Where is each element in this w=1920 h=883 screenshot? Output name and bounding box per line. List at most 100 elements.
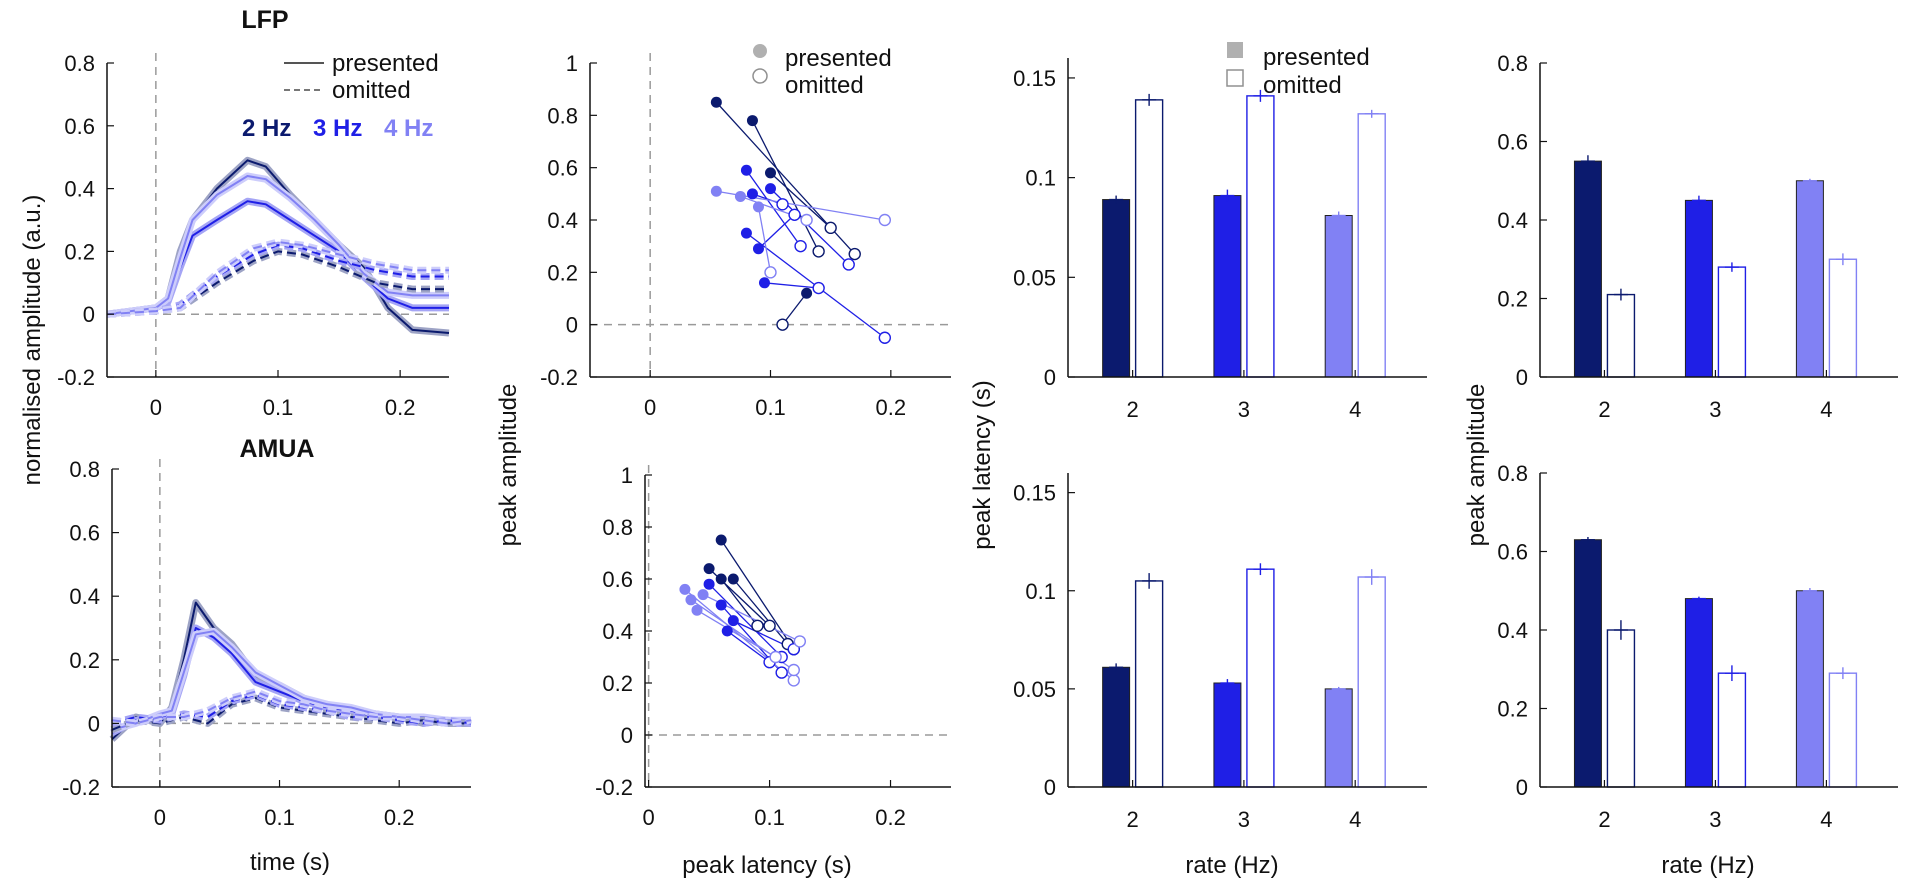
presented-point bbox=[758, 277, 770, 289]
y-tick-label: 0 bbox=[1044, 365, 1056, 390]
amua_timecourse-axes: -0.2 0 0.2 0.4 0.6 0.8 0 0.1 0.2 bbox=[62, 457, 471, 830]
x-tick-label: 0.1 bbox=[263, 395, 294, 420]
y-tick-label: 0.2 bbox=[69, 648, 100, 673]
x-tick-label: 0.1 bbox=[264, 805, 295, 830]
y-tick-label: 0.8 bbox=[64, 51, 95, 76]
presented-point bbox=[727, 573, 739, 585]
bar-omitted-3 bbox=[1246, 568, 1275, 788]
x-tick-label: 3 bbox=[1238, 807, 1250, 832]
omitted-point bbox=[776, 318, 789, 331]
y-tick-label: 0.6 bbox=[64, 114, 95, 139]
amua-title: AMUA bbox=[240, 435, 315, 463]
series-line-3-hz-omitted bbox=[106, 244, 449, 316]
y-tick-label: -0.2 bbox=[540, 365, 578, 390]
y-tick-label: 0 bbox=[1516, 775, 1528, 800]
presented-point bbox=[765, 183, 776, 195]
chart-layer: -0.2 0 0.2 0.4 0.6 0.8 0 0.1 0.2 -0.2 0 0.2 0.4 0.6 0.… bbox=[57, 51, 1898, 832]
y-tick-label: 0.6 bbox=[69, 521, 100, 546]
x-tick-label: 4 bbox=[1349, 397, 1361, 422]
x-tick-label: 0.2 bbox=[384, 805, 415, 830]
legend-swatch-omitted bbox=[1226, 69, 1244, 87]
pair-connector bbox=[770, 172, 832, 229]
presented-point bbox=[734, 190, 746, 202]
bar-presented-4 bbox=[1795, 590, 1824, 788]
bar-presented-2 bbox=[1102, 666, 1131, 788]
pair-connector bbox=[782, 292, 808, 326]
omitted-point bbox=[878, 331, 892, 344]
x-label-peak-latency: peak latency (s) bbox=[682, 852, 851, 879]
y-tick-label: 0.2 bbox=[1497, 697, 1528, 722]
y-tick-label: 1 bbox=[566, 51, 578, 76]
amua_scatter-axes: -0.2 0 0.2 0.4 0.6 0.8 1 0 0.1 0.2 bbox=[595, 463, 951, 830]
presented-point bbox=[685, 594, 697, 606]
amua_latency_bars-axes: 0 0.05 0.1 0.15 2 3 4 bbox=[1013, 473, 1427, 832]
bar-omitted-2 bbox=[1134, 99, 1164, 378]
series-line-2-hz-omitted bbox=[106, 250, 449, 316]
presented-point bbox=[801, 287, 813, 299]
omitted-point bbox=[812, 281, 825, 295]
presented-point bbox=[710, 185, 722, 197]
lfp_timecourse-plot bbox=[106, 53, 450, 377]
y-tick-label: 0.6 bbox=[1497, 130, 1528, 155]
lfp_amplitude_bars-axes: 0 0.2 0.4 0.6 0.8 2 3 4 bbox=[1497, 51, 1898, 422]
amua_amplitude_bars-axes: 0 0.2 0.4 0.6 0.8 2 3 4 bbox=[1497, 461, 1898, 832]
y-tick-label: 0.4 bbox=[1497, 208, 1528, 233]
presented-point bbox=[740, 164, 752, 176]
x-tick-label: 0.2 bbox=[385, 395, 416, 420]
legend-scatter: presented omitted bbox=[752, 44, 892, 99]
presented-point bbox=[727, 615, 739, 627]
x-tick-label: 4 bbox=[1820, 397, 1832, 422]
y-tick-label: -0.2 bbox=[595, 775, 633, 800]
lfp_amplitude_bars-plot bbox=[1573, 155, 1858, 378]
y-tick-label: 0.2 bbox=[602, 671, 633, 696]
y-tick-label: 0.05 bbox=[1013, 265, 1056, 290]
omitted-point bbox=[764, 266, 777, 279]
x-label-rate-latency: rate (Hz) bbox=[1185, 852, 1278, 879]
y-tick-label: 0.2 bbox=[547, 260, 578, 285]
presented-point bbox=[740, 227, 752, 239]
y-tick-label: 0.4 bbox=[64, 177, 95, 202]
x-tick-label: 2 bbox=[1598, 807, 1610, 832]
y-tick-label: -0.2 bbox=[62, 775, 100, 800]
y-tick-label: 0.1 bbox=[1025, 166, 1056, 191]
amua_amplitude_bars-plot bbox=[1573, 536, 1858, 788]
x-tick-label: 4 bbox=[1820, 807, 1832, 832]
presented-point bbox=[679, 583, 691, 595]
bar-presented-3 bbox=[1684, 598, 1713, 788]
legend-text-omitted-bars: omitted bbox=[1263, 72, 1342, 99]
omitted-point bbox=[824, 221, 837, 235]
bar-omitted-3 bbox=[1717, 672, 1747, 788]
lfp_timecourse-axes: -0.2 0 0.2 0.4 0.6 0.8 0 0.1 0.2 bbox=[57, 51, 449, 420]
x-tick-label: 4 bbox=[1349, 807, 1361, 832]
x-tick-label: 0 bbox=[154, 805, 166, 830]
y-tick-label: 0 bbox=[566, 313, 578, 338]
y-tick-label: 0.6 bbox=[602, 567, 633, 592]
y-tick-label: 1 bbox=[621, 463, 633, 488]
presented-point bbox=[703, 563, 715, 575]
presented-point bbox=[752, 243, 764, 255]
y-tick-label: 0.4 bbox=[1497, 618, 1528, 643]
bar-presented-3 bbox=[1684, 199, 1713, 378]
lfp_scatter-axes: -0.2 0 0.2 0.4 0.6 0.8 1 0 0.1 0.2 bbox=[540, 51, 951, 420]
amua_latency_bars-plot bbox=[1102, 563, 1386, 788]
bar-presented-2 bbox=[1573, 539, 1602, 788]
presented-point bbox=[765, 167, 776, 179]
legend-rate-4hz: 4 Hz bbox=[384, 115, 433, 142]
legend-bars: presented omitted bbox=[1226, 42, 1370, 99]
omitted-point bbox=[787, 674, 800, 687]
y-tick-label: 0.8 bbox=[547, 103, 578, 128]
bar-presented-2 bbox=[1102, 199, 1131, 378]
omitted-point bbox=[769, 650, 782, 664]
bar-presented-3 bbox=[1213, 682, 1242, 788]
pair-connector bbox=[757, 206, 772, 273]
y-tick-label: 0 bbox=[1044, 775, 1056, 800]
bar-omitted-4 bbox=[1357, 113, 1386, 378]
omitted-point bbox=[775, 666, 788, 679]
omitted-point bbox=[800, 213, 813, 227]
bar-presented-3 bbox=[1213, 195, 1242, 378]
x-tick-label: 3 bbox=[1238, 397, 1250, 422]
presented-point bbox=[746, 115, 758, 127]
x-tick-label: 3 bbox=[1709, 807, 1721, 832]
y-tick-label: 0.2 bbox=[1497, 287, 1528, 312]
